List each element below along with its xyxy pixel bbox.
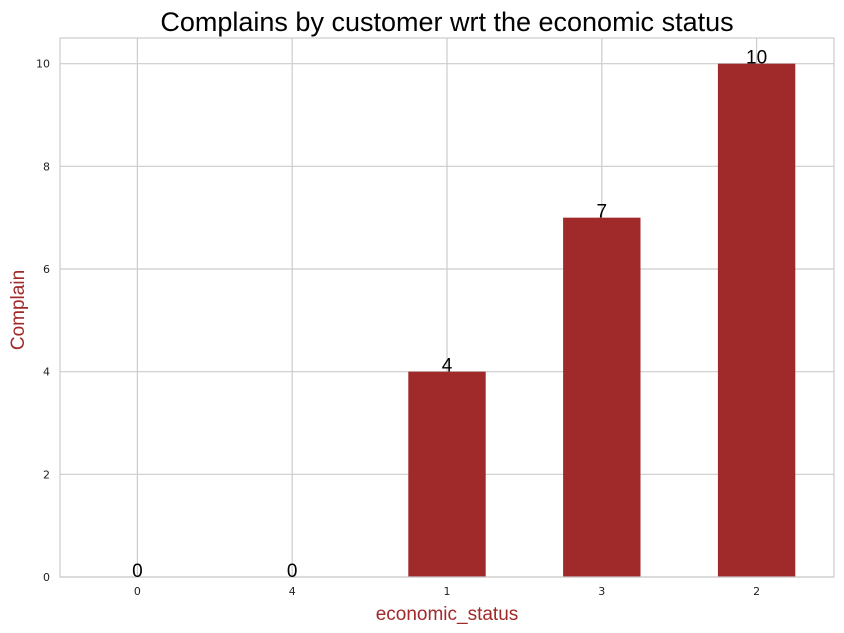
- y-tick-label: 8: [43, 160, 50, 173]
- bar: [563, 217, 641, 577]
- data-labels: 0 0 4 7 10: [132, 48, 767, 582]
- x-axis-label: economic_status: [376, 604, 519, 625]
- x-tick-labels: 0 4 1 3 2: [134, 585, 760, 598]
- chart-title: Complains by customer wrt the economic s…: [160, 7, 733, 37]
- y-axis-label: Complain: [8, 270, 29, 350]
- bar: [408, 371, 486, 577]
- x-tick-label: 2: [753, 585, 760, 598]
- bar: [717, 63, 796, 577]
- y-tick-label: 10: [36, 58, 50, 71]
- x-tick-label: 1: [444, 585, 451, 598]
- data-label: 0: [287, 561, 298, 582]
- y-tick-label: 4: [43, 366, 50, 379]
- y-tick-labels: 0 2 4 6 8 10: [36, 58, 50, 584]
- x-tick-label: 3: [598, 585, 605, 598]
- data-label: 10: [746, 48, 767, 69]
- y-tick-label: 0: [43, 571, 50, 584]
- plot-frame: [59, 37, 835, 578]
- x-tick-label: 4: [289, 585, 296, 598]
- bars: [408, 63, 796, 577]
- data-label: 4: [442, 356, 453, 377]
- y-tick-label: 2: [43, 468, 50, 481]
- data-label: 7: [597, 202, 608, 223]
- data-label: 0: [132, 561, 143, 582]
- x-tick-label: 0: [134, 585, 141, 598]
- y-tick-label: 6: [43, 263, 50, 276]
